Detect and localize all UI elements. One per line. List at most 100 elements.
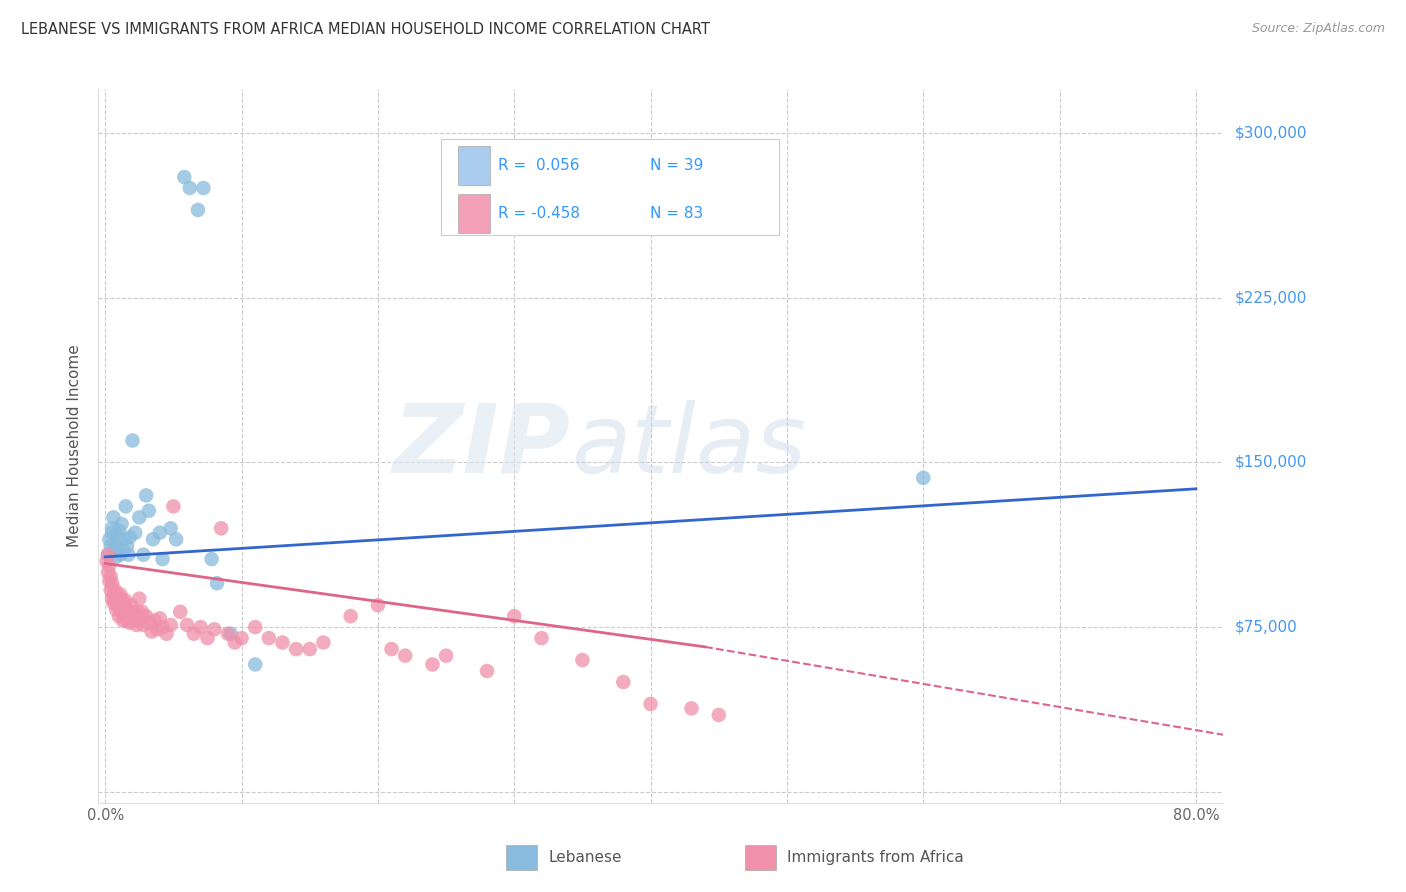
Point xyxy=(97,566,120,580)
Point xyxy=(111,614,134,628)
Text: ZIP: ZIP xyxy=(392,400,571,492)
Point xyxy=(97,548,120,562)
Text: LEBANESE VS IMMIGRANTS FROM AFRICA MEDIAN HOUSEHOLD INCOME CORRELATION CHART: LEBANESE VS IMMIGRANTS FROM AFRICA MEDIA… xyxy=(21,22,710,37)
Point xyxy=(101,521,124,535)
Point xyxy=(367,598,389,612)
Point xyxy=(105,602,128,616)
Point xyxy=(118,530,141,544)
Point xyxy=(110,587,132,601)
Point xyxy=(128,591,150,606)
Point xyxy=(169,605,191,619)
Point xyxy=(112,533,135,547)
Point xyxy=(149,525,172,540)
Point xyxy=(110,548,132,562)
Point xyxy=(640,697,662,711)
Point xyxy=(187,202,209,217)
Point xyxy=(112,609,135,624)
Text: N = 83: N = 83 xyxy=(650,206,703,221)
Point xyxy=(128,510,150,524)
Point xyxy=(224,635,246,649)
Point xyxy=(115,539,138,553)
Text: Source: ZipAtlas.com: Source: ZipAtlas.com xyxy=(1251,22,1385,36)
Point xyxy=(115,614,138,628)
Point xyxy=(100,539,122,553)
Point xyxy=(530,631,553,645)
Point xyxy=(912,471,935,485)
Text: R =  0.056: R = 0.056 xyxy=(498,158,579,173)
Text: N = 39: N = 39 xyxy=(650,158,703,173)
Point xyxy=(503,609,526,624)
Point xyxy=(197,631,219,645)
Point xyxy=(165,533,187,547)
Point xyxy=(110,591,132,606)
Point xyxy=(98,574,121,588)
Point xyxy=(190,620,212,634)
Point xyxy=(245,657,267,672)
Point xyxy=(707,708,730,723)
Text: $225,000: $225,000 xyxy=(1234,290,1306,305)
Point xyxy=(108,609,131,624)
Point xyxy=(380,642,402,657)
Point xyxy=(231,631,253,645)
Point xyxy=(103,587,125,601)
Point xyxy=(105,587,128,601)
Point xyxy=(571,653,593,667)
Point xyxy=(159,521,181,535)
Point xyxy=(127,605,149,619)
Point xyxy=(217,626,239,640)
Point xyxy=(132,548,155,562)
Point xyxy=(101,525,124,540)
Point xyxy=(124,525,146,540)
Point xyxy=(120,598,142,612)
Point xyxy=(110,605,132,619)
Point xyxy=(103,596,125,610)
Point xyxy=(110,602,132,616)
Point xyxy=(135,488,157,502)
Point xyxy=(97,548,120,562)
Point xyxy=(612,675,634,690)
Point xyxy=(285,642,308,657)
Point xyxy=(143,614,166,628)
Point xyxy=(107,530,129,544)
Point xyxy=(159,618,181,632)
Point xyxy=(114,594,136,608)
Point xyxy=(298,642,321,657)
Point xyxy=(98,533,121,547)
Point xyxy=(132,618,155,632)
Point xyxy=(312,635,335,649)
Point xyxy=(107,598,129,612)
Point xyxy=(104,594,127,608)
Point xyxy=(101,576,124,591)
Point xyxy=(219,626,242,640)
Text: $75,000: $75,000 xyxy=(1234,620,1298,634)
Text: $150,000: $150,000 xyxy=(1234,455,1306,470)
Point xyxy=(110,516,132,531)
Point xyxy=(138,615,160,630)
Point xyxy=(339,609,361,624)
Point xyxy=(124,609,146,624)
Text: Lebanese: Lebanese xyxy=(548,850,621,864)
Point xyxy=(176,618,198,632)
Point xyxy=(114,500,136,514)
Point xyxy=(101,591,124,606)
Point xyxy=(146,623,169,637)
Point xyxy=(138,504,160,518)
Point xyxy=(434,648,457,663)
Point xyxy=(173,169,195,184)
Point xyxy=(681,701,703,715)
Text: R = -0.458: R = -0.458 xyxy=(498,206,579,221)
Point xyxy=(108,594,131,608)
Point xyxy=(141,624,163,639)
Point xyxy=(121,434,143,448)
Text: $300,000: $300,000 xyxy=(1234,126,1308,141)
Point xyxy=(118,615,141,630)
Point xyxy=(121,605,143,619)
Point xyxy=(152,620,174,634)
Point xyxy=(200,552,222,566)
Point xyxy=(98,558,121,573)
Point xyxy=(108,524,131,538)
Point xyxy=(115,602,138,616)
Point xyxy=(104,543,127,558)
Point xyxy=(422,657,444,672)
Text: Immigrants from Africa: Immigrants from Africa xyxy=(787,850,965,864)
